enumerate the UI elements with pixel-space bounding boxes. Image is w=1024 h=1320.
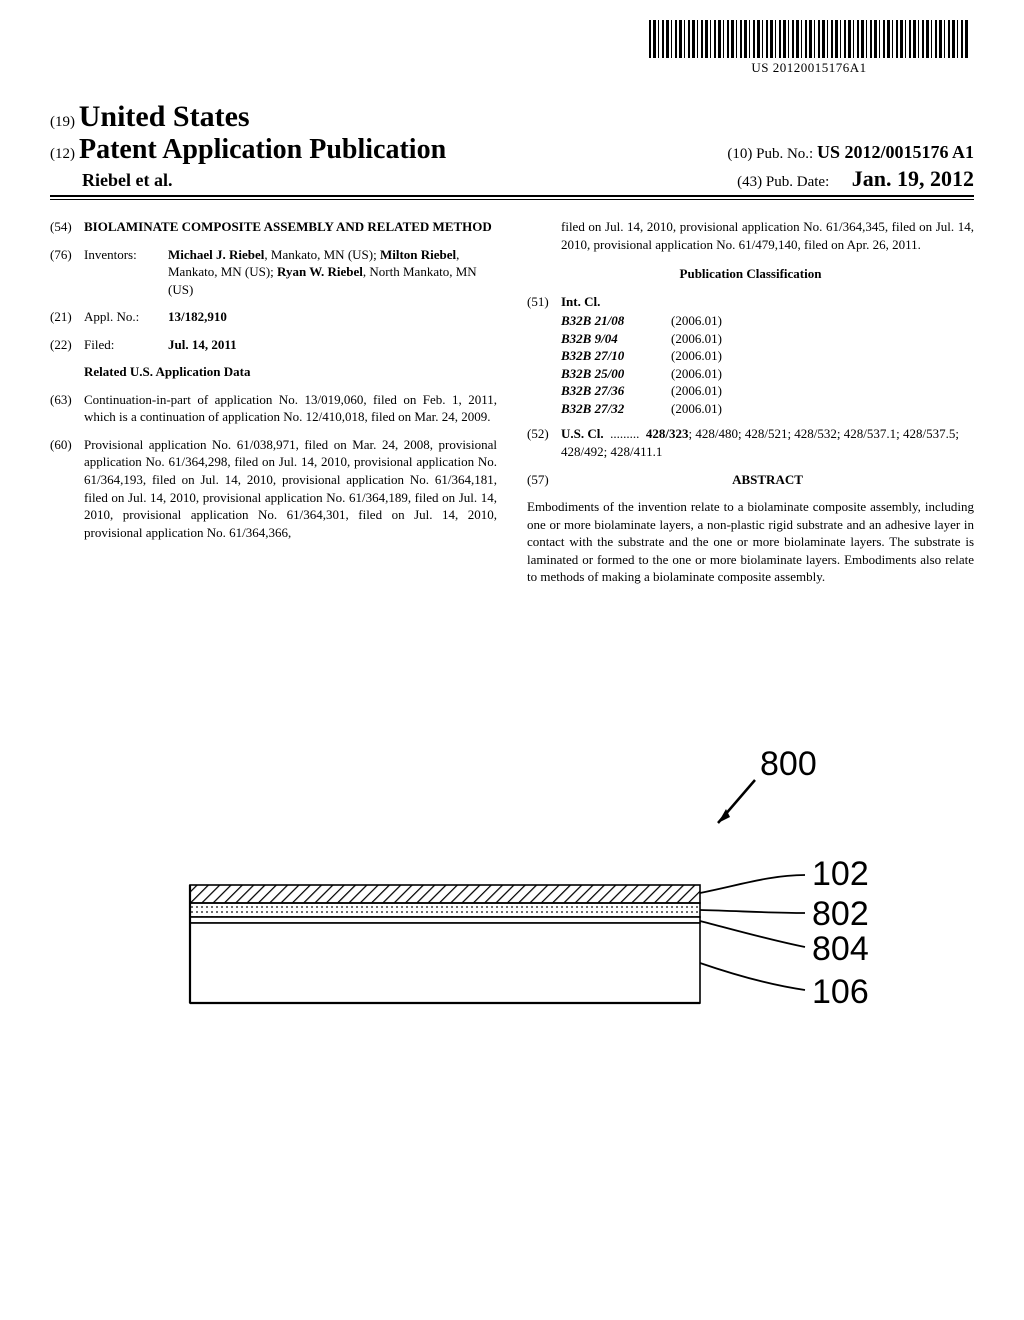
code-51: (51) (527, 293, 561, 311)
field-22: (22) Filed: Jul. 14, 2011 (50, 336, 497, 354)
pub-no-label: Pub. No.: (756, 146, 813, 162)
code-22: (22) (50, 336, 84, 354)
patent-figure: 800 102 802 804 106 (120, 735, 900, 1075)
label-filed: Filed: (84, 336, 168, 354)
invention-title: BIOLAMINATE COMPOSITE ASSEMBLY AND RELAT… (84, 218, 497, 236)
continuation-text: Continuation-in-part of application No. … (84, 391, 497, 426)
intcl-row: B32B 9/04(2006.01) (561, 330, 974, 348)
field-52: (52) U.S. Cl. ......... 428/323; 428/480… (527, 425, 974, 460)
field-60: (60) Provisional application No. 61/038,… (50, 436, 497, 541)
field-51: (51) Int. Cl. (527, 293, 974, 311)
label-applno: Appl. No.: (84, 308, 168, 326)
uscl-body: U.S. Cl. ......... 428/323; 428/480; 428… (561, 425, 974, 460)
fig-label-802: 802 (812, 895, 869, 933)
field-54: (54) BIOLAMINATE COMPOSITE ASSEMBLY AND … (50, 218, 497, 236)
provisional-continued: filed on Jul. 14, 2010, provisional appl… (561, 218, 974, 253)
code-63: (63) (50, 391, 84, 426)
field-76: (76) Inventors: Michael J. Riebel, Manka… (50, 246, 497, 299)
intcl-row: B32B 21/08(2006.01) (561, 312, 974, 330)
code-10: (10) (727, 146, 752, 162)
code-54: (54) (50, 218, 84, 236)
fig-label-800: 800 (760, 745, 817, 783)
fig-label-102: 102 (812, 855, 869, 893)
intcl-row: B32B 25/00(2006.01) (561, 365, 974, 383)
label-intcl: Int. Cl. (561, 293, 600, 311)
appl-no: 13/182,910 (168, 308, 497, 326)
intcl-row: B32B 27/10(2006.01) (561, 347, 974, 365)
provisional-text: Provisional application No. 61/038,971, … (84, 436, 497, 541)
fig-label-804: 804 (812, 930, 869, 968)
code-60: (60) (50, 436, 84, 541)
publication-type: Patent Application Publication (79, 134, 446, 165)
abstract-text: Embodiments of the invention relate to a… (527, 498, 974, 586)
right-column: filed on Jul. 14, 2010, provisional appl… (527, 218, 974, 586)
pub-date-value: Jan. 19, 2012 (852, 166, 974, 191)
intcl-table: B32B 21/08(2006.01) B32B 9/04(2006.01) B… (561, 312, 974, 417)
field-63: (63) Continuation-in-part of application… (50, 391, 497, 426)
code-57: (57) (527, 471, 561, 489)
left-column: (54) BIOLAMINATE COMPOSITE ASSEMBLY AND … (50, 218, 497, 586)
inventors-list: Michael J. Riebel, Mankato, MN (US); Mil… (168, 246, 497, 299)
body-columns: (54) BIOLAMINATE COMPOSITE ASSEMBLY AND … (50, 218, 974, 586)
related-header: Related U.S. Application Data (84, 363, 497, 381)
document-header: (19) United States (12) Patent Applicati… (50, 100, 974, 200)
code-12: (12) (50, 146, 75, 162)
barcode-text: US 20120015176A1 (649, 60, 969, 76)
barcode-icon (649, 20, 969, 58)
label-inventors: Inventors: (84, 246, 168, 299)
barcode-block: US 20120015176A1 (649, 20, 969, 76)
abstract-label: ABSTRACT (561, 471, 974, 489)
fig-label-106: 106 (812, 973, 869, 1011)
filed-date: Jul. 14, 2011 (168, 336, 497, 354)
field-57: (57) ABSTRACT (527, 471, 974, 489)
pub-date-label: Pub. Date: (766, 174, 829, 190)
country-name: United States (79, 100, 250, 133)
pub-no-value: US 2012/0015176 A1 (817, 142, 974, 162)
intcl-row: B32B 27/36(2006.01) (561, 382, 974, 400)
code-21: (21) (50, 308, 84, 326)
code-19: (19) (50, 114, 75, 130)
field-21: (21) Appl. No.: 13/182,910 (50, 308, 497, 326)
authors: Riebel et al. (50, 170, 172, 191)
code-43: (43) (737, 174, 762, 190)
header-rule (50, 199, 974, 200)
code-52: (52) (527, 425, 561, 460)
code-76: (76) (50, 246, 84, 299)
pubclass-header: Publication Classification (527, 265, 974, 283)
intcl-row: B32B 27/32(2006.01) (561, 400, 974, 418)
